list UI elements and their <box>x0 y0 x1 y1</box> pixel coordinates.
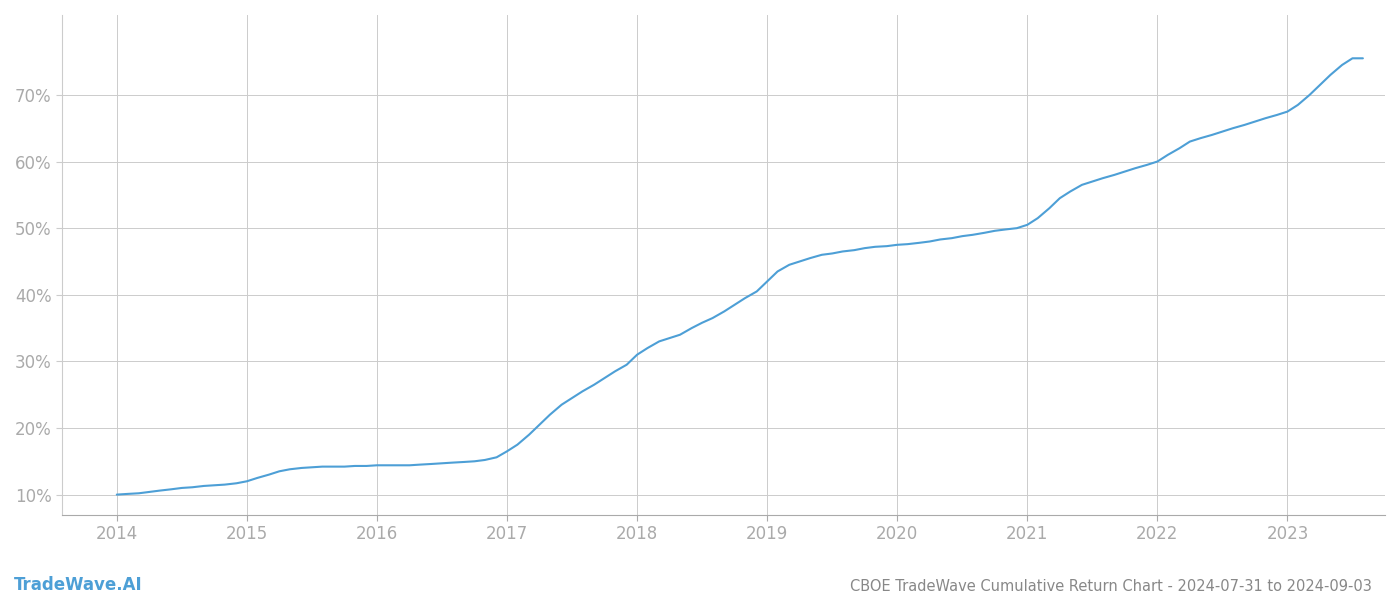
Text: CBOE TradeWave Cumulative Return Chart - 2024-07-31 to 2024-09-03: CBOE TradeWave Cumulative Return Chart -… <box>850 579 1372 594</box>
Text: TradeWave.AI: TradeWave.AI <box>14 576 143 594</box>
